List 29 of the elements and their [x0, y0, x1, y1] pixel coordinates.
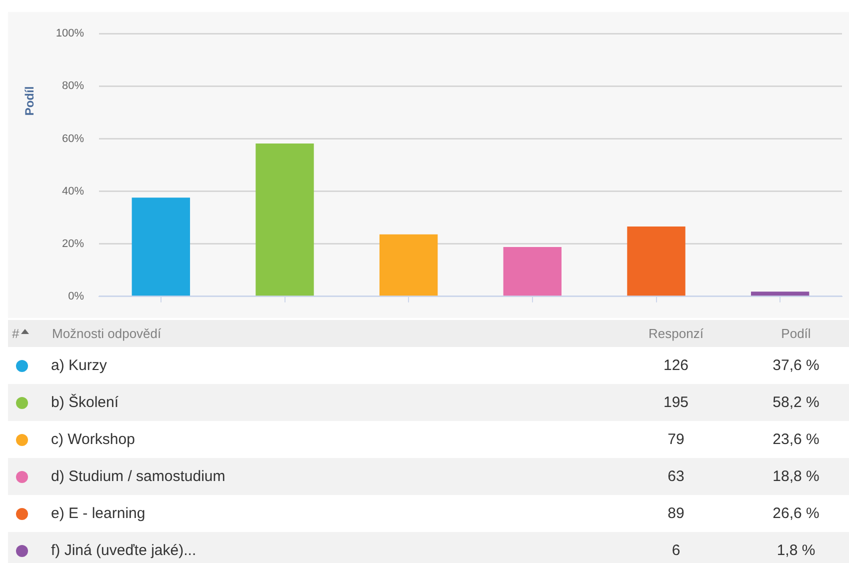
text: 26,6 % — [772, 505, 820, 522]
text: Podíl — [781, 326, 811, 341]
y-tick-label: 40% — [62, 185, 84, 198]
text: 18,8 % — [772, 468, 820, 485]
text: 58,2 % — [772, 394, 820, 411]
legend-title: Možnosti odpovědí — [52, 326, 162, 341]
legend-label: a) Kurzy — [51, 357, 107, 374]
text: 6 — [672, 542, 680, 559]
text: 89 — [668, 505, 684, 522]
y-tick-label: 100% — [56, 28, 84, 40]
text: 126 — [663, 357, 689, 374]
y-axis-title: Podíl — [22, 86, 36, 116]
text: 23,6 % — [772, 431, 820, 448]
text: 1,8 % — [776, 542, 816, 559]
y-tick-label: 20% — [62, 238, 84, 250]
text: 37,6 % — [772, 357, 820, 374]
text: Responzí — [648, 326, 704, 341]
legend-label: c) Workshop — [51, 431, 135, 448]
y-tick-label: 60% — [62, 132, 84, 145]
legend-label: e) E - learning — [51, 505, 146, 522]
y-tick-label: 0% — [68, 290, 84, 302]
y-tick-label: 80% — [62, 80, 84, 92]
legend-label: d) Studium / samostudium — [51, 468, 226, 485]
text: 79 — [668, 431, 684, 448]
text: 63 — [668, 468, 684, 485]
text: # — [12, 326, 20, 341]
legend-label: f) Jiná (uveďte jaké)... — [51, 542, 196, 559]
text: 195 — [663, 394, 689, 411]
legend-label: b) Školení — [51, 394, 119, 411]
